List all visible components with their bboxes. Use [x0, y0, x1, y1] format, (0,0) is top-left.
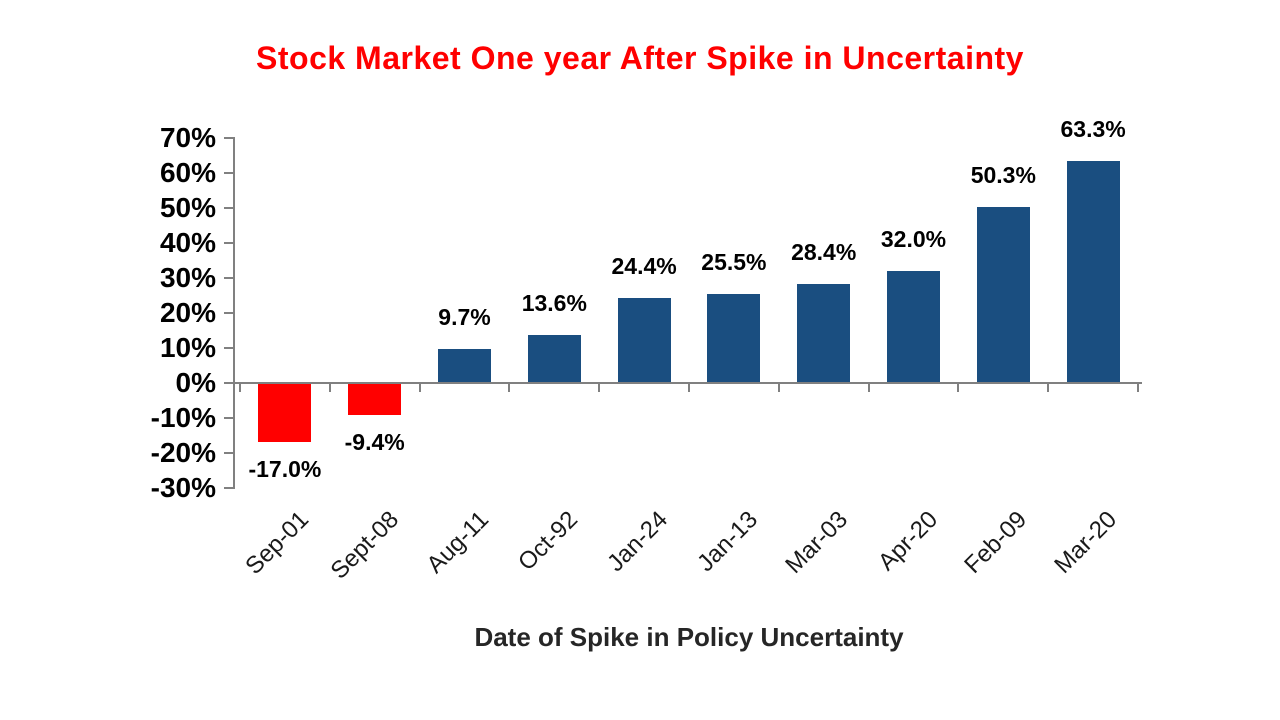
bar-value-label: 24.4%	[611, 252, 677, 279]
y-axis-tick-label: 20%	[159, 297, 216, 328]
y-axis-tick	[224, 417, 233, 419]
bar-value-label: 50.3%	[970, 161, 1036, 188]
bar-jan-13	[707, 293, 761, 383]
bar-aug-11	[438, 349, 491, 383]
bar-value-label: 63.3%	[1060, 116, 1126, 143]
bar-value-label: 9.7%	[438, 304, 491, 331]
x-axis-tick	[957, 383, 960, 392]
y-axis-tick-label: 70%	[159, 122, 216, 153]
bar-apr-20	[887, 271, 940, 383]
y-axis-tick-label: 50%	[159, 192, 216, 223]
y-axis-tick-label: -30%	[150, 472, 216, 503]
y-axis-tick	[224, 172, 233, 174]
y-axis-tick	[224, 277, 233, 279]
y-axis-tick-label: 30%	[159, 262, 216, 293]
y-axis-line	[233, 137, 235, 489]
bar-jan-24	[617, 297, 671, 383]
y-axis-tick	[224, 207, 233, 209]
y-axis-tick	[224, 487, 233, 489]
bar-sep-01	[258, 382, 312, 442]
x-axis-tick	[867, 383, 870, 392]
bar-value-label: -9.4%	[344, 428, 405, 455]
y-axis-tick	[224, 452, 233, 454]
x-axis-tick	[418, 383, 421, 392]
y-axis-tick	[224, 137, 233, 139]
x-axis-line	[226, 381, 1142, 384]
x-axis-tick	[598, 383, 601, 392]
y-axis-tick	[224, 312, 233, 314]
x-axis-tick	[1137, 383, 1139, 392]
y-axis-tick-label: -20%	[150, 437, 216, 468]
y-axis-tick	[224, 347, 233, 349]
x-axis-tick	[1047, 383, 1050, 392]
bar-mar-20	[1066, 161, 1120, 383]
y-axis-tick-label: 60%	[159, 157, 216, 188]
y-axis-tick	[224, 242, 233, 244]
chart-title: Stock Market One year After Spike in Unc…	[256, 40, 1024, 76]
bar-mar-03	[797, 283, 851, 383]
y-axis-tick-label: 10%	[159, 332, 216, 363]
bar-feb-09	[976, 206, 1030, 383]
bar-value-label: 13.6%	[521, 290, 587, 317]
y-axis-tick-label: 0%	[175, 367, 216, 398]
bar-oct-92	[527, 335, 581, 383]
x-axis-tick	[688, 383, 690, 392]
x-axis-tick	[328, 383, 331, 392]
y-axis-tick-label: -10%	[150, 402, 216, 433]
bar-sept-08	[348, 382, 402, 415]
x-axis-tick	[508, 383, 511, 392]
y-axis-tick-label: 40%	[159, 227, 216, 258]
bar-value-label: -17.0%	[248, 455, 322, 482]
bar-value-label: 28.4%	[791, 238, 857, 265]
bar-value-label: 32.0%	[880, 226, 947, 252]
x-axis-tick	[239, 383, 241, 392]
x-axis-title: Date of Spike in Policy Uncertainty	[474, 622, 904, 652]
x-axis-tick	[777, 383, 780, 392]
bar-value-label: 25.5%	[701, 248, 767, 275]
